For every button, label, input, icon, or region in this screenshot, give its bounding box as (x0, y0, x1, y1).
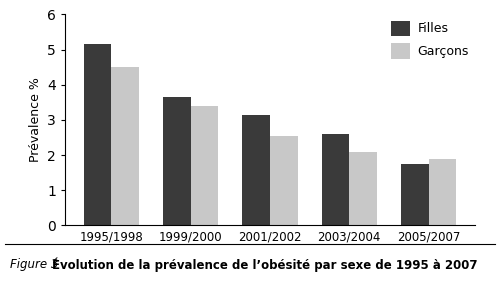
Bar (163, 97, 190, 225)
Bar (322, 134, 349, 225)
Y-axis label: Prévalence %: Prévalence % (28, 77, 42, 162)
Bar (350, 151, 377, 225)
Bar (84, 44, 112, 225)
Bar (270, 136, 298, 225)
Bar (428, 159, 456, 225)
Legend: Filles, Garçons: Filles, Garçons (391, 21, 469, 59)
Bar (190, 106, 218, 225)
Text: Évolution de la prévalence de l’obésité par sexe de 1995 à 2007: Évolution de la prévalence de l’obésité … (52, 257, 478, 272)
Text: Figure 3: Figure 3 (10, 258, 62, 271)
Bar (401, 164, 428, 225)
Bar (112, 67, 139, 225)
Bar (242, 115, 270, 225)
